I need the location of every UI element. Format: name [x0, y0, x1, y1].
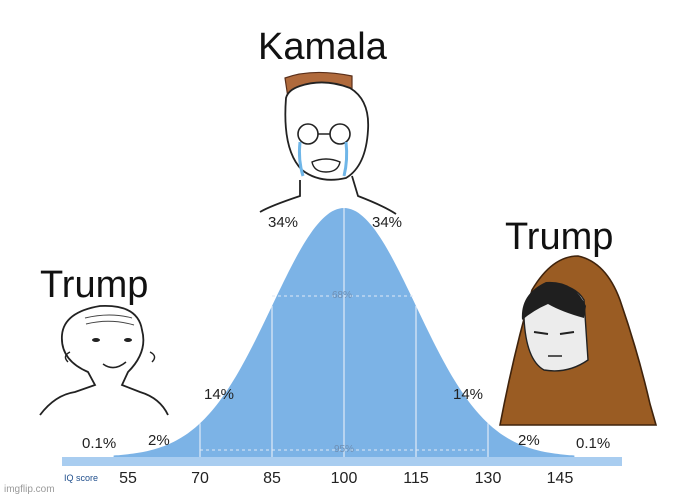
tick-label-85: 85 — [263, 470, 281, 487]
tick-label-70: 70 — [191, 470, 209, 487]
caption-left: Trump — [40, 264, 149, 306]
crying-nerd-illustration — [259, 71, 397, 215]
tick-label-115: 115 — [403, 470, 429, 487]
caption-top: Kamala — [258, 26, 387, 68]
simple-character-illustration — [39, 305, 169, 416]
hooded-figure-illustration — [499, 255, 658, 426]
band-label-mid-right: 14% — [453, 386, 484, 403]
tick-label-100: 100 — [330, 470, 358, 487]
watermark: imgflip.com — [4, 484, 55, 495]
band-label-outer-right: 0.1% — [576, 435, 611, 452]
inner-label-95: 95% — [334, 444, 355, 455]
band-label-outer-left: 0.1% — [82, 435, 117, 452]
band-label-tail-left: 2% — [148, 432, 170, 449]
band-label-mid-left: 14% — [204, 386, 235, 403]
axis-title: IQ score — [64, 473, 99, 483]
axis-bar — [62, 457, 622, 466]
band-label-center-right: 34% — [372, 214, 403, 231]
inner-label-68: 68% — [332, 290, 353, 301]
caption-right: Trump — [505, 216, 614, 258]
tick-label-145: 145 — [546, 470, 574, 487]
band-label-tail-right: 2% — [518, 432, 540, 449]
band-label-center-left: 34% — [268, 214, 299, 231]
sd-lines — [199, 208, 489, 457]
tick-label-130: 130 — [474, 470, 502, 487]
tick-label-55: 55 — [119, 470, 137, 487]
